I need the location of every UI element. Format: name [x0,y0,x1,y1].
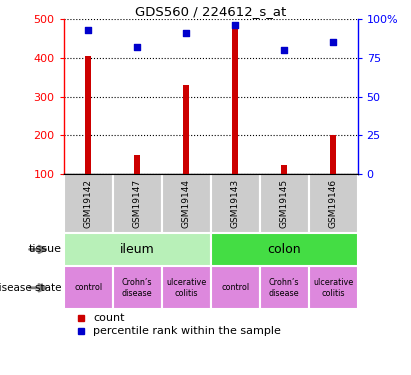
Text: ileum: ileum [120,243,155,256]
Bar [162,174,211,232]
Bar [113,174,162,232]
Bar [64,232,210,266]
Bar [260,174,309,232]
Bar [260,266,309,309]
Bar [162,266,211,309]
Bar [64,174,113,232]
Bar [113,266,162,309]
Title: GDS560 / 224612_s_at: GDS560 / 224612_s_at [135,4,286,18]
Text: disease state: disease state [0,283,62,293]
Text: tissue: tissue [29,244,62,254]
Bar [210,232,358,266]
Text: GSM19145: GSM19145 [279,179,289,228]
Text: count: count [93,313,125,323]
Point [85,27,92,33]
Bar [183,85,189,174]
Bar [309,266,358,309]
Point [134,44,141,50]
Bar [85,56,91,174]
Bar [64,266,113,309]
Text: colon: colon [267,243,301,256]
Bar [210,266,260,309]
Bar [281,165,287,174]
Point [281,47,287,53]
Bar [134,155,140,174]
Point [183,30,189,36]
Text: ulcerative
colitis: ulcerative colitis [313,278,353,297]
Text: percentile rank within the sample: percentile rank within the sample [93,326,281,336]
Point [232,22,238,28]
Text: control: control [74,284,102,292]
Text: GSM19143: GSM19143 [231,179,240,228]
Bar [211,174,260,232]
Bar [309,174,358,232]
Text: Crohn’s
disease: Crohn’s disease [122,278,152,297]
Text: Crohn’s
disease: Crohn’s disease [269,278,300,297]
Text: GSM19144: GSM19144 [182,179,191,228]
Text: ulcerative
colitis: ulcerative colitis [166,278,206,297]
Text: GSM19142: GSM19142 [84,179,93,228]
Text: GSM19147: GSM19147 [133,179,142,228]
Bar [330,135,336,174]
Text: GSM19146: GSM19146 [328,179,337,228]
Bar [232,28,238,174]
Point [330,39,336,45]
Text: control: control [221,284,249,292]
